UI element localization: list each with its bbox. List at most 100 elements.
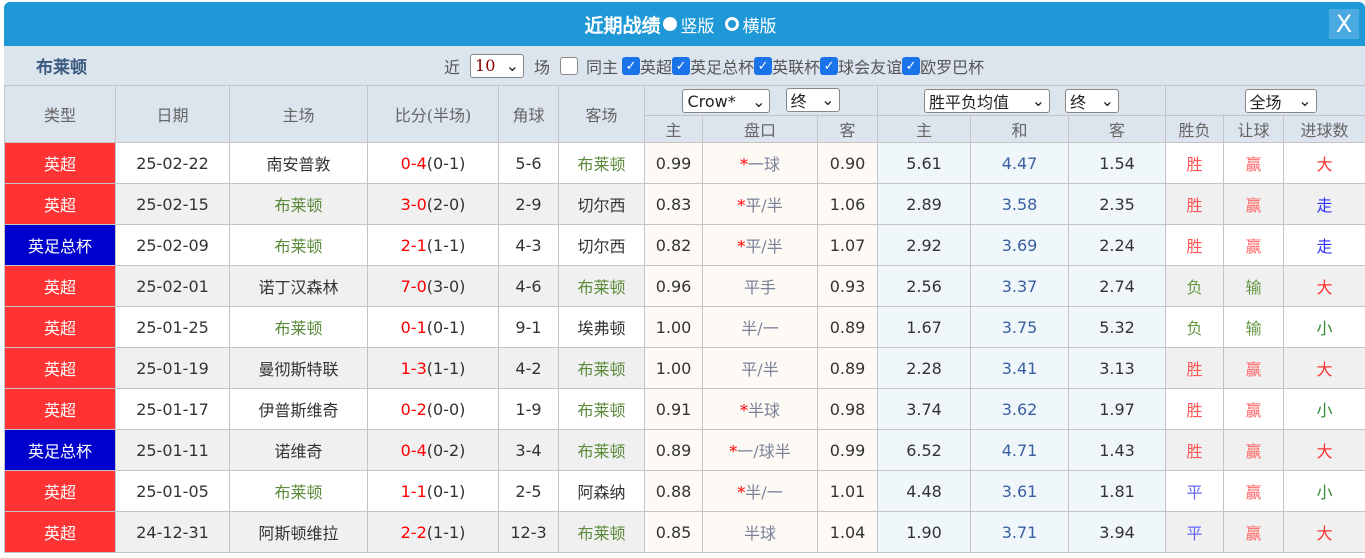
away-team-cell[interactable]: 切尔西 [558, 183, 645, 225]
score-cell[interactable]: 7-0(3-0) [367, 265, 499, 307]
score-cell[interactable]: 3-0(2-0) [367, 183, 499, 225]
away-team-cell[interactable]: 布莱顿 [558, 429, 645, 471]
ah-star: * [739, 401, 748, 420]
header-european-odds: 胜平负均值 ⌄ 终 ⌄ [877, 85, 1167, 116]
score-cell[interactable]: 1-1(0-1) [367, 470, 499, 512]
subheader: 盘口 [702, 115, 818, 143]
header-date: 日期 [115, 85, 230, 143]
half-time-score: (1-1) [426, 358, 466, 378]
ah-company-select[interactable]: Crow* ⌄ [682, 89, 771, 114]
eu-away-odds: 3.13 [1068, 347, 1167, 389]
header-score: 比分(半场) [367, 85, 499, 143]
result-cell: 胜 [1165, 388, 1225, 430]
score-cell[interactable]: 2-1(1-1) [367, 224, 499, 266]
eu-draw-odds: 4.47 [970, 142, 1070, 184]
header-type: 类型 [4, 85, 116, 143]
half-time-score: (0-2) [426, 440, 466, 460]
ah-line: 一/球半 [737, 442, 791, 461]
home-team-cell[interactable]: 布莱顿 [229, 183, 368, 225]
away-team-cell[interactable]: 布莱顿 [558, 265, 645, 307]
league-cell[interactable]: 英超 [4, 306, 116, 348]
away-team-cell[interactable]: 布莱顿 [558, 142, 645, 184]
ah-home-odds: 0.89 [644, 429, 703, 471]
league-checkbox[interactable]: ✓ [754, 56, 773, 75]
score-cell[interactable]: 0-4(0-1) [367, 142, 499, 184]
eu-draw-odds: 3.71 [970, 511, 1070, 553]
home-team-cell[interactable]: 南安普敦 [229, 142, 368, 184]
away-team-cell[interactable]: 布莱顿 [558, 347, 645, 389]
header-away: 客场 [558, 85, 645, 143]
goals-result-cell: 走 [1283, 183, 1365, 225]
home-team-cell[interactable]: 曼彻斯特联 [229, 347, 368, 389]
period-select[interactable]: 全场 ⌄ [1244, 88, 1317, 113]
handicap-result-cell: 赢 [1223, 429, 1285, 471]
radio-vertical-label[interactable]: 竖版 [680, 16, 715, 37]
away-team-cell[interactable]: 阿森纳 [558, 470, 645, 512]
corner-cell: 4-2 [498, 347, 559, 389]
full-time-score: 3-0 [400, 194, 427, 214]
full-time-score: 7-0 [400, 276, 427, 296]
goals-result-cell: 小 [1283, 470, 1365, 512]
record-table: 类型 日期 主场 比分(半场) 角球 客场 Crow* ⌄ 终 ⌄ 胜平负均值 ⌄ 终… [4, 85, 1365, 553]
radio-horizontal[interactable] [724, 17, 739, 31]
league-cell[interactable]: 英超 [4, 265, 116, 307]
score-cell[interactable]: 1-3(1-1) [367, 347, 499, 389]
eu-stage-select[interactable]: 终 ⌄ [1065, 88, 1120, 113]
eu-home-odds: 2.28 [877, 347, 972, 389]
score-cell[interactable]: 0-1(0-1) [367, 306, 499, 348]
same-home-checkbox[interactable] [560, 56, 579, 75]
score-cell[interactable]: 0-4(0-2) [367, 429, 499, 471]
home-team-cell[interactable]: 布莱顿 [229, 306, 368, 348]
home-team-cell[interactable]: 布莱顿 [229, 224, 368, 266]
handicap-result-cell: 赢 [1223, 142, 1285, 184]
home-team-cell[interactable]: 布莱顿 [229, 470, 368, 512]
date-cell: 25-01-17 [115, 388, 230, 430]
away-team-cell[interactable]: 埃弗顿 [558, 306, 645, 348]
league-cell[interactable]: 英超 [4, 347, 116, 389]
eu-draw-odds: 4.71 [970, 429, 1070, 471]
league-checkbox[interactable]: ✓ [902, 56, 921, 75]
half-time-score: (1-1) [426, 522, 466, 542]
score-cell[interactable]: 2-2(1-1) [367, 511, 499, 553]
league-cell[interactable]: 英足总杯 [4, 224, 116, 266]
result-cell: 胜 [1165, 142, 1225, 184]
league-checkbox[interactable]: ✓ [622, 56, 641, 75]
header-home: 主场 [229, 85, 368, 143]
league-cell[interactable]: 英超 [4, 470, 116, 512]
eu-home-odds: 3.74 [877, 388, 972, 430]
ah-line: 半/一 [741, 319, 779, 338]
home-team-cell[interactable]: 诺维奇 [229, 429, 368, 471]
match-count-select[interactable]: 10 ⌄ [470, 53, 525, 78]
league-checkbox[interactable]: ✓ [820, 56, 839, 75]
subheader: 和 [970, 115, 1070, 143]
date-cell: 25-01-11 [115, 429, 230, 471]
radio-vertical[interactable] [662, 17, 677, 31]
goals-result-cell: 小 [1283, 306, 1365, 348]
league-cell[interactable]: 英足总杯 [4, 429, 116, 471]
home-team-cell[interactable]: 阿斯顿维拉 [229, 511, 368, 553]
league-checkbox[interactable]: ✓ [672, 56, 691, 75]
home-team-cell[interactable]: 伊普斯维奇 [229, 388, 368, 430]
away-team-cell[interactable]: 切尔西 [558, 224, 645, 266]
score-cell[interactable]: 0-2(0-0) [367, 388, 499, 430]
away-team-cell[interactable]: 布莱顿 [558, 511, 645, 553]
league-cell[interactable]: 英超 [4, 388, 116, 430]
league-label: 英超 [640, 57, 673, 77]
eu-type-select[interactable]: 胜平负均值 ⌄ [923, 88, 1050, 113]
league-cell[interactable]: 英超 [4, 142, 116, 184]
home-team-cell[interactable]: 诺丁汉森林 [229, 265, 368, 307]
table-row: 英超 25-02-01 诺丁汉森林 7-0(3-0) 4-6 布莱顿 0.96 … [4, 265, 1365, 307]
ah-away-odds: 1.04 [816, 511, 879, 553]
close-button[interactable]: X [1329, 9, 1359, 39]
eu-home-odds: 2.92 [877, 224, 972, 266]
date-cell: 25-02-01 [115, 265, 230, 307]
league-cell[interactable]: 英超 [4, 183, 116, 225]
league-cell[interactable]: 英超 [4, 511, 116, 553]
ah-stage-select[interactable]: 终 ⌄ [785, 87, 840, 112]
eu-away-odds: 2.74 [1068, 265, 1167, 307]
result-cell: 胜 [1165, 183, 1225, 225]
corner-cell: 2-5 [498, 470, 559, 512]
radio-horizontal-label[interactable]: 横版 [742, 16, 777, 37]
header-results: 全场 ⌄ [1165, 85, 1365, 116]
away-team-cell[interactable]: 布莱顿 [558, 388, 645, 430]
